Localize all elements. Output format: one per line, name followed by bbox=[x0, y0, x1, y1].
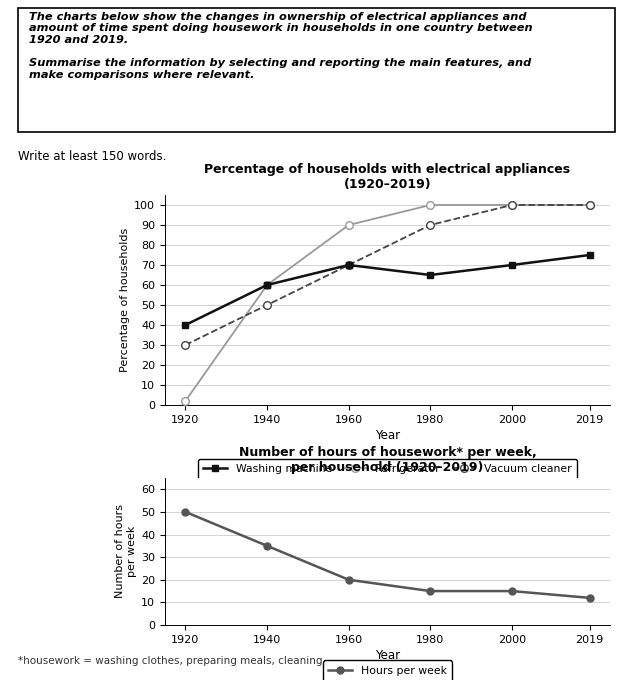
FancyBboxPatch shape bbox=[18, 8, 615, 132]
Title: Number of hours of housework* per week,
per household (1920–2019): Number of hours of housework* per week, … bbox=[239, 446, 536, 474]
Y-axis label: Percentage of households: Percentage of households bbox=[120, 228, 130, 372]
Text: *housework = washing clothes, preparing meals, cleaning: *housework = washing clothes, preparing … bbox=[18, 656, 323, 666]
Text: Write at least 150 words.: Write at least 150 words. bbox=[18, 150, 166, 163]
Legend: Hours per week: Hours per week bbox=[323, 660, 452, 680]
X-axis label: Year: Year bbox=[375, 429, 400, 442]
Text: The charts below show the changes in ownership of electrical appliances and
amou: The charts below show the changes in own… bbox=[29, 12, 532, 80]
Legend: Washing machine, Refrigerator, Vacuum cleaner: Washing machine, Refrigerator, Vacuum cl… bbox=[198, 458, 577, 479]
Title: Percentage of households with electrical appliances
(1920–2019): Percentage of households with electrical… bbox=[204, 163, 571, 191]
X-axis label: Year: Year bbox=[375, 649, 400, 662]
Y-axis label: Number of hours
per week: Number of hours per week bbox=[115, 505, 137, 598]
